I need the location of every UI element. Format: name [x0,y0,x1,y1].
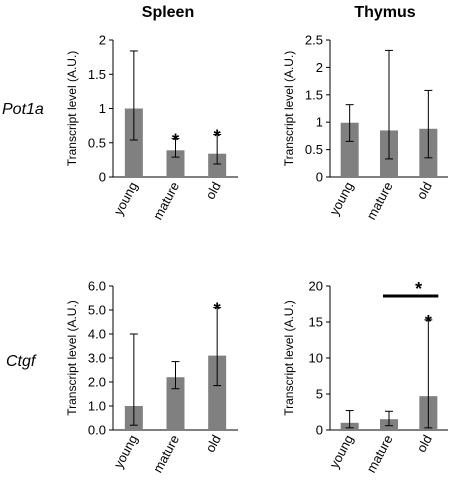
bar-young [124,108,143,177]
y-tick-label: 0 [316,170,323,185]
category-label-mature: mature [363,432,395,475]
y-tick-label: 0.5 [88,135,106,150]
category-label-old: old [202,432,223,454]
column-title-spleen: Spleen [142,4,194,21]
y-axis-label: Transcript level (A.U.) [65,51,79,167]
bar-mature [166,377,185,430]
row-label-ctgf: Ctgf [6,353,37,370]
y-tick-label: 2.0 [88,375,106,390]
y-tick-label: 2 [99,33,106,48]
y-tick-label: 0.0 [88,423,106,438]
chart-panel-thymus-ctgf: 0 5 10 15 20 Transcript level (A.U.) young matu… [282,279,448,475]
category-label-young: young [111,179,141,217]
y-tick-label: 15 [309,315,323,330]
category-label-mature: mature [150,432,182,475]
category-label-mature: mature [363,179,395,222]
y-tick-label: 2.5 [305,33,323,48]
chart-panel-thymus-pot1a: 0 0.5 1 1.5 2 2.5 Transcript level (A.U.) young… [282,33,448,222]
chart-panel-spleen-pot1a: 0 0.5 1 1.5 2 Transcript level (A.U.) young mat… [65,33,238,222]
significance-marker: * [425,312,432,332]
y-tick-label: 1 [316,115,323,130]
y-tick-label: 1.5 [88,67,106,82]
category-label-old: old [414,179,435,201]
bar-old [208,355,227,430]
y-tick-label: 0 [316,423,323,438]
y-tick-label: 20 [309,279,323,294]
y-tick-label: 0.5 [305,142,323,157]
y-tick-label: 1.0 [88,399,106,414]
category-label-mature: mature [150,179,182,222]
y-tick-label: 5.0 [88,303,106,318]
y-tick-label: 1 [99,101,106,116]
y-tick-label: 0 [99,170,106,185]
category-label-young: young [326,432,356,470]
category-label-young: young [111,432,141,470]
bar-young [340,122,359,177]
y-tick-label: 6.0 [88,279,106,294]
significance-marker: * [214,300,221,320]
y-axis-label: Transcript level (A.U.) [65,300,79,416]
y-tick-label: 2 [316,60,323,75]
y-tick-label: 3.0 [88,351,106,366]
category-label-old: old [202,179,223,201]
category-label-young: young [326,179,356,217]
significance-marker: * [172,131,179,151]
significance-marker: * [214,127,221,147]
y-tick-label: 10 [309,351,323,366]
chart-panel-spleen-ctgf: 0.0 1.0 2.0 3.0 4.0 5.0 6.0 Transcript level (A… [65,279,238,475]
y-tick-label: 5 [316,387,323,402]
y-axis-label: Transcript level (A.U.) [282,300,296,416]
column-title-thymus: Thymus [354,4,415,21]
y-tick-label: 4.0 [88,327,106,342]
row-label-pot1a: Pot1a [2,101,44,118]
bar-old [208,153,227,177]
bar-mature [166,150,185,177]
y-tick-label: 1.5 [305,87,323,102]
category-label-old: old [414,432,435,454]
comparison-significance-marker: * [415,279,422,299]
y-axis-label: Transcript level (A.U.) [282,51,296,167]
